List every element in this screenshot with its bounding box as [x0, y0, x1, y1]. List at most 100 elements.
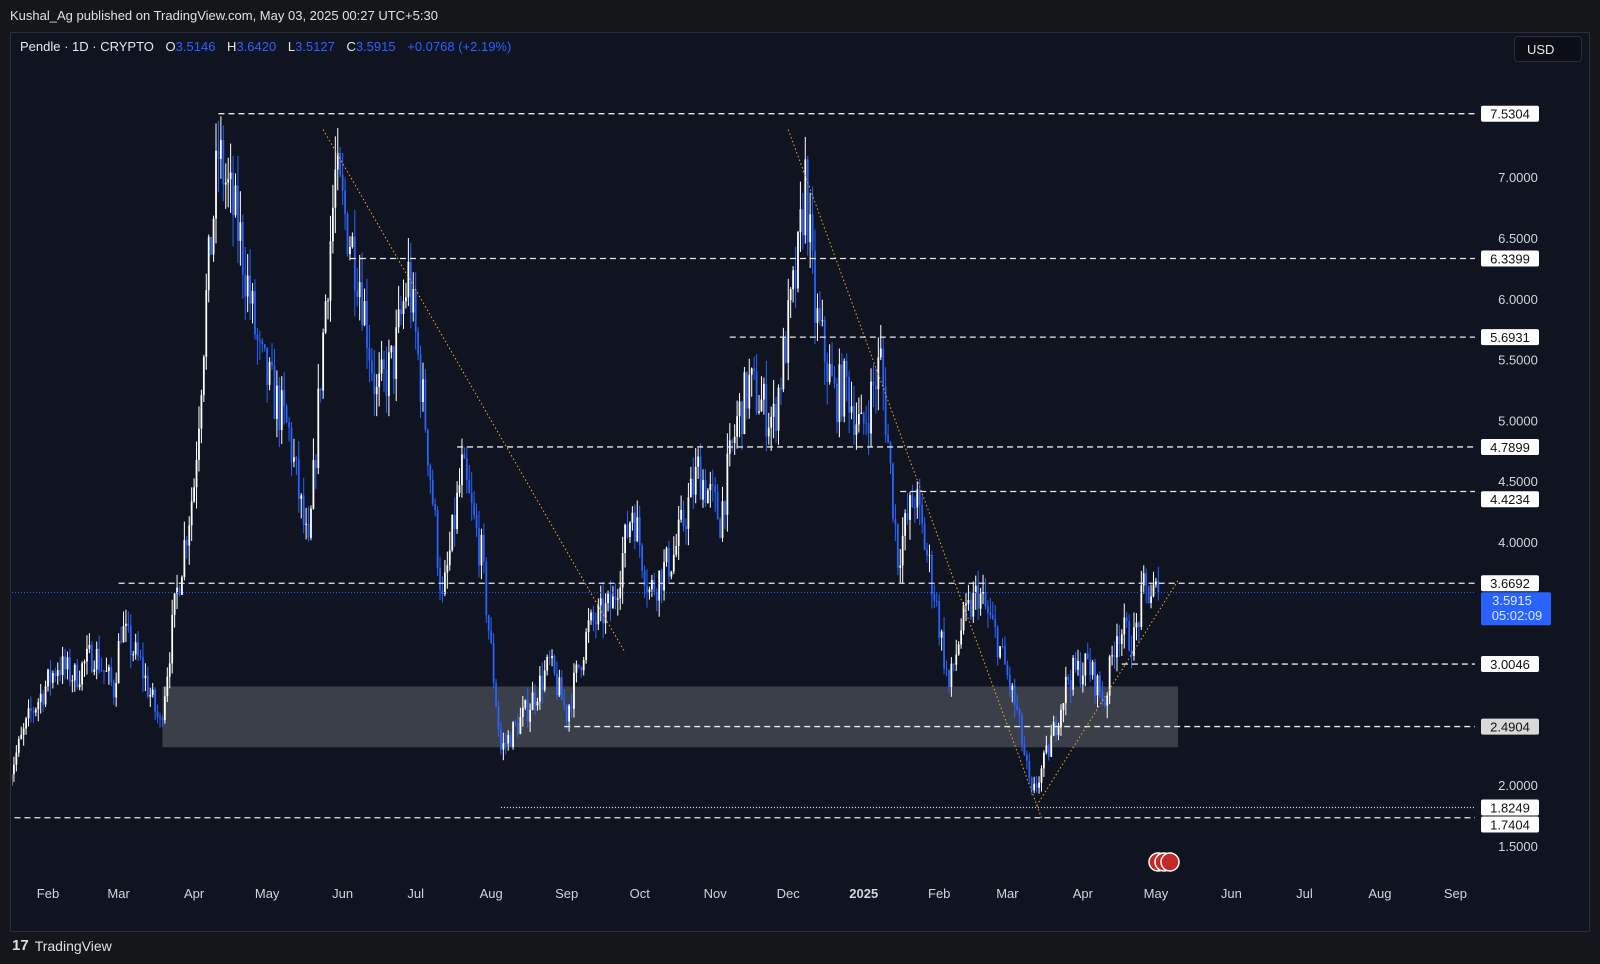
candle-body: [755, 370, 758, 413]
candle-body: [429, 465, 432, 480]
candle-body: [368, 348, 371, 361]
candle-body: [653, 580, 656, 593]
level-label: 1.7404: [1490, 817, 1530, 832]
level-label-box: [1481, 575, 1539, 592]
candle-body: [181, 576, 183, 595]
high-label: H: [227, 39, 237, 54]
candle-body: [762, 383, 765, 400]
candle-body: [1103, 701, 1106, 706]
candle-body: [100, 670, 103, 672]
candle-body: [597, 605, 600, 625]
y-tick-label: 1.5000: [1498, 839, 1538, 854]
candle-body: [98, 648, 101, 671]
candle-body: [875, 385, 877, 390]
countdown-label: 05:02:09: [1492, 608, 1543, 623]
candle-body: [370, 360, 373, 374]
candle-body: [453, 514, 456, 530]
change-value: +0.0768 (+2.19%): [407, 39, 512, 54]
candle-body: [127, 623, 130, 626]
candle-body: [224, 182, 227, 185]
candle-body: [1099, 675, 1101, 692]
candle-body: [1145, 573, 1148, 587]
candle-body: [122, 625, 125, 643]
candle-body: [149, 695, 152, 697]
candle-body: [115, 683, 118, 698]
candle-body: [222, 139, 225, 185]
candle-body: [76, 664, 79, 688]
x-tick-label: Dec: [777, 886, 801, 901]
candle-body: [633, 512, 636, 542]
candle-body: [648, 589, 651, 593]
candle-body: [750, 368, 753, 375]
candle-body: [1091, 661, 1094, 675]
candle-body: [663, 562, 665, 591]
economic-event-flag-icon[interactable]: [1160, 852, 1180, 872]
candle-body: [1045, 745, 1048, 753]
footer-brand[interactable]: 17 TradingView: [12, 937, 112, 954]
candle-body: [1111, 655, 1113, 657]
candle-body: [134, 642, 137, 655]
x-tick-label: Feb: [928, 886, 950, 901]
candle-body: [219, 139, 222, 159]
x-tick-label: Apr: [184, 886, 205, 901]
high-value: 3.6420: [236, 39, 277, 54]
candle-body: [658, 570, 661, 601]
candle-body: [599, 598, 602, 606]
candle-body: [965, 603, 967, 606]
candle-body: [495, 682, 497, 707]
candle-body: [650, 580, 653, 590]
candle-body: [517, 723, 519, 735]
candle-body: [870, 381, 872, 434]
candle-body: [702, 480, 704, 500]
candle-body: [288, 422, 290, 428]
x-tick-label: Mar: [996, 886, 1019, 901]
candle-body: [163, 696, 166, 721]
candle-body: [261, 341, 264, 345]
candle-body: [529, 710, 532, 722]
candle-body: [916, 489, 919, 508]
candle-body: [938, 601, 941, 638]
demand-zone: [162, 686, 1178, 748]
candle-body: [241, 222, 244, 275]
candle-body: [877, 357, 880, 390]
candle-body: [273, 365, 276, 419]
candle-body: [444, 572, 446, 595]
candle-body: [198, 428, 200, 460]
x-tick-label: Feb: [37, 886, 59, 901]
chart-frame[interactable]: [10, 32, 1590, 932]
ohlc-legend: Pendle · 1D · CRYPTO O3.5146 H3.6420 L3.…: [20, 39, 511, 54]
candle-body: [271, 361, 273, 366]
candle-body: [614, 596, 617, 600]
candle-body: [896, 524, 899, 568]
candle-body: [268, 361, 271, 385]
candle-body: [47, 669, 49, 687]
candle-body: [1089, 659, 1092, 675]
candle-body: [833, 376, 836, 384]
candle-body: [144, 675, 147, 679]
x-tick-label: Sep: [555, 886, 578, 901]
candle-body: [767, 427, 770, 437]
candle-body: [709, 484, 712, 491]
candle-body: [660, 570, 663, 591]
level-label: 4.4234: [1490, 492, 1530, 507]
tradingview-logo-icon: 17: [12, 937, 29, 954]
candle-body: [1001, 646, 1004, 648]
candle-body: [244, 274, 247, 297]
candle-body: [714, 485, 717, 493]
candle-body: [409, 261, 412, 313]
candle-body: [1052, 721, 1055, 736]
symbol-label[interactable]: Pendle · 1D · CRYPTO: [20, 39, 154, 54]
candle-body: [314, 460, 317, 468]
candle-body: [20, 734, 23, 739]
candle-body: [629, 522, 631, 537]
currency-button[interactable]: USD: [1514, 36, 1582, 62]
candle-body: [955, 654, 958, 665]
candle-body: [853, 406, 855, 435]
candle-body: [928, 554, 931, 556]
candle-body: [1106, 695, 1109, 706]
candle-body: [1057, 727, 1060, 736]
candle-body: [412, 289, 415, 313]
candle-body: [1094, 661, 1096, 696]
candle-body: [329, 241, 332, 301]
